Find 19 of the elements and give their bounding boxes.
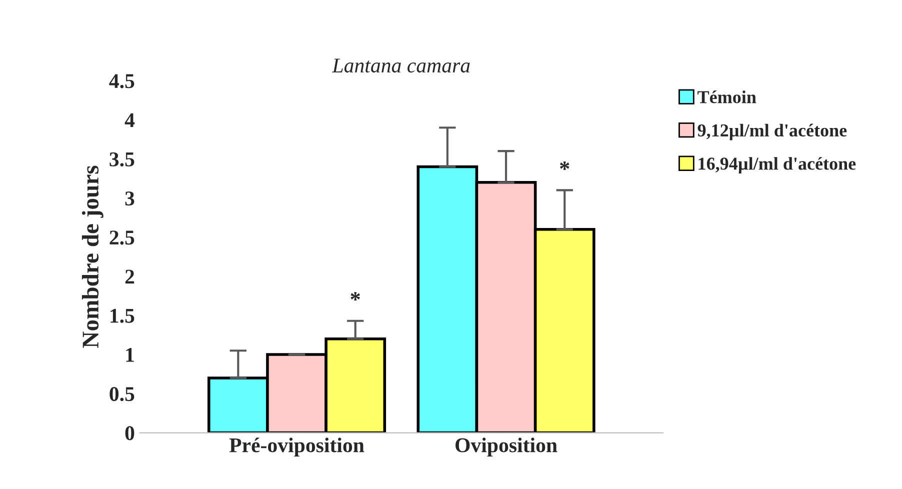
- y-axis-title: Nombdre de jours: [82, 166, 104, 348]
- y-tick-label: 2: [125, 270, 134, 284]
- y-tick-label: 2.5: [110, 230, 134, 245]
- x-tick-label: Oviposition: [456, 438, 558, 457]
- legend-label: Témoin: [698, 90, 756, 104]
- chart-title: Lantana camara: [332, 58, 470, 73]
- annotation: *: [560, 161, 570, 170]
- y-tick-label: 0.5: [110, 387, 134, 402]
- legend-label: 9,12µl/ml d'acétone: [698, 124, 847, 140]
- y-tick-label: 1.5: [110, 308, 134, 323]
- y-tick-label: 4.5: [109, 74, 134, 88]
- y-tick-label: 3.5: [110, 152, 134, 166]
- y-tick-label: 1: [126, 348, 134, 362]
- legend-label: 16,94µl/ml d'acétone: [698, 157, 856, 174]
- y-tick-label: 3: [125, 191, 134, 206]
- annotation: *: [350, 292, 360, 300]
- x-tick-label: Pré-oviposition: [229, 438, 364, 457]
- y-tick-label: 4: [124, 113, 135, 128]
- y-tick-label: 0: [125, 426, 134, 440]
